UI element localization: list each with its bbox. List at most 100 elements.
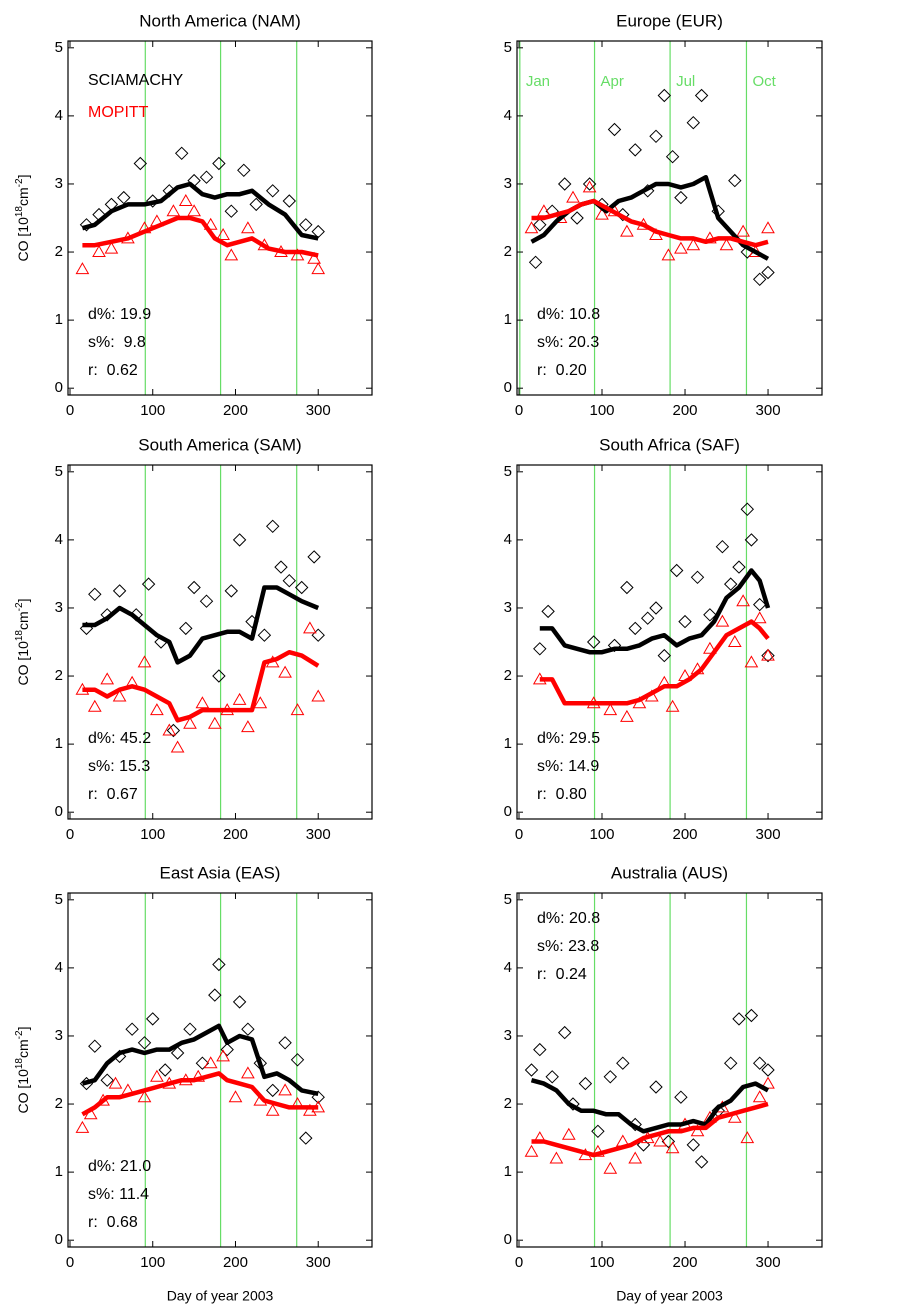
smoothed-line [531,198,769,248]
diamond-point [752,272,767,287]
y-tick-label: 0 [504,1231,512,1248]
y-tick-label: 1 [504,311,512,328]
triangle-point [216,1049,230,1062]
diamond-point [117,190,131,205]
triangle-point [150,703,164,716]
triangle-point [524,221,539,234]
y-axis-label-part: cm [15,1039,31,1058]
triangle-point [112,689,127,702]
triangle-point [752,611,767,624]
diamond-point [582,177,597,191]
diamond-point [232,995,247,1009]
diamond-point [640,611,655,625]
x-tick-label: 300 [756,1254,781,1271]
diamond-point [265,519,280,534]
x-tick-label: 100 [140,826,165,843]
chart-title: East Asia (EAS) [160,863,281,882]
plot-frame [516,892,823,1248]
triangle-point [87,699,102,712]
y-tick-label: 2 [55,1095,63,1112]
diamond-point [616,1056,630,1070]
triangle-point [628,1151,643,1164]
x-tick-label: 200 [673,402,698,419]
diamond-point [79,218,94,232]
diamond-point [686,115,701,130]
triangle-point [582,180,597,193]
triangle-point [75,262,90,275]
y-tick-label: 2 [504,1095,512,1112]
diamond-point [620,580,634,595]
diamond-point [224,204,239,218]
triangle-point [665,1141,680,1154]
y-tick-label: 5 [55,39,63,56]
stat-annotation: r: 0.80 [537,786,587,803]
diamond-point [674,190,688,205]
triangle-point [690,1124,705,1137]
diamond-point [294,580,309,595]
diamond-point [237,163,251,178]
triangle-point [727,634,742,647]
diamond-point [232,533,247,547]
y-tick-label: 4 [504,531,512,548]
triangle-point [620,709,634,722]
diamond-point [311,628,325,642]
panel: South America (SAM) 0 1 2 3 4 5 0 100 200 300 CO [1… [14,435,373,843]
diamond-point [628,143,642,157]
stat-annotation: s%: 15.3 [88,758,150,775]
diamond-point [694,1155,709,1169]
diamond-point [678,614,692,629]
diamond-point [290,1053,305,1067]
y-axis-label-part: 18 [14,206,25,218]
diamond-point [744,1008,759,1023]
stat-annotation: r: 0.67 [88,786,138,803]
triangle-point [150,1069,164,1082]
stat-annotation: s%: 9.8 [88,334,146,351]
x-tick-label: 100 [140,1254,165,1271]
stat-annotation: r: 0.24 [537,966,587,983]
triangle-point [162,723,177,736]
triangle-point [232,692,247,705]
y-tick-label: 1 [504,735,512,752]
diamond-point [199,594,214,608]
y-tick-label: 1 [504,1163,512,1180]
diamond-point [183,1022,197,1036]
y-axis-label-part: 18 [14,1058,25,1070]
y-tick-label: 5 [504,463,512,480]
x-tick-label: 0 [515,402,523,419]
smoothed-line [82,649,320,723]
diamond-point [723,577,738,591]
y-tick-label: 3 [504,1027,512,1044]
y-axis-label: CO [1018cm-2] [14,599,31,686]
diamond-point [137,1036,152,1050]
triangle-point [674,241,688,254]
x-tick-label: 200 [223,826,248,843]
triangle-point [736,224,750,237]
smoothed-line [81,1071,319,1117]
chart-title: North America (NAM) [139,11,301,30]
diamond-point [212,156,226,171]
diamond-point [88,587,102,602]
y-tick-label: 5 [55,891,63,908]
diamond-point [299,218,313,232]
y-tick-label: 3 [504,599,512,616]
triangle-point [166,204,181,217]
x-tick-label: 0 [66,1254,74,1271]
triangle-point [100,672,115,685]
chart-title: South America (SAM) [138,435,301,454]
diamond-point [586,635,601,649]
triangle-point [744,655,759,668]
triangle-point [524,1144,539,1157]
diamond-point [732,560,746,574]
y-tick-label: 0 [504,379,512,396]
diamond-point [112,584,127,598]
y-axis-label-part: CO [10 [15,1069,31,1114]
chart-title: Europe (EUR) [616,11,723,30]
month-label: Jan [526,73,550,90]
triangle-point [603,703,618,716]
y-tick-label: 0 [504,803,512,820]
diamond-point [761,265,775,280]
triangle-point [92,244,106,257]
diamond-point [607,122,622,137]
diamond-point [715,539,730,554]
